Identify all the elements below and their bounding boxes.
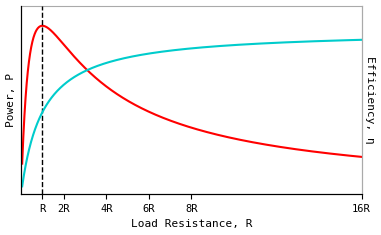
X-axis label: Load Resistance, R: Load Resistance, R [131, 219, 252, 229]
Y-axis label: Power, P: Power, P [6, 73, 16, 127]
Y-axis label: Efficiency, η: Efficiency, η [365, 56, 375, 144]
